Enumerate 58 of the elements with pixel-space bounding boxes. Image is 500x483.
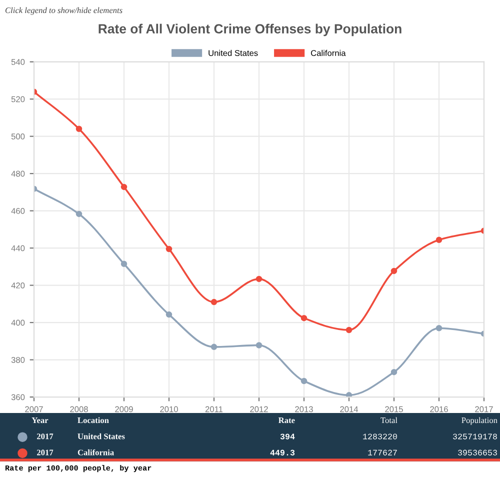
text: Click legend to show/hide elements [5,7,122,15]
y-tick-label: 480 [11,170,25,177]
point [256,276,262,282]
y-tick-label: 400 [11,320,25,326]
point [390,368,398,376]
point [346,326,352,334]
text: 39536653 [458,450,497,456]
x-tick-label: 2011 [205,406,223,412]
text: United States [78,433,125,440]
y-tick-label: 520 [11,96,25,102]
text: 325719178 [453,434,497,440]
point [300,378,308,384]
text: Population [462,417,498,425]
y-tick-label: 380 [11,356,25,363]
text: 2017 [37,450,54,456]
legend-label: California [311,50,346,56]
x-tick-label: 2009 [115,406,133,412]
chart-title: Rate of All Violent Crime Offenses by Population [98,24,402,36]
point [210,344,218,350]
point [436,236,442,243]
y-tick-label: 500 [11,134,25,140]
text: 177627 [368,450,397,456]
text: Year [32,418,48,424]
y-tick-label: 460 [11,208,25,214]
text: 1283220 [363,434,397,440]
text: Location [78,417,109,424]
text: Rate [278,418,295,424]
point [166,246,172,252]
point [120,184,128,190]
point [256,342,262,348]
x-tick-label: 2017 [475,406,493,412]
text: California [78,449,114,456]
text: 394 [280,434,295,440]
point [76,126,82,132]
text: 449.3 [270,450,295,456]
y-tick-label: 360 [11,394,25,400]
y-tick-label: 440 [11,245,25,252]
x-tick-label: 2014 [340,406,358,412]
text: Total [380,417,398,424]
point [166,311,172,318]
point [300,314,308,322]
y-tick-label: 420 [11,282,25,288]
point [120,260,128,267]
point [390,268,398,274]
point [436,325,442,332]
x-tick-label: 2013 [295,406,313,412]
text: 2017 [37,434,54,440]
x-tick-label: 2016 [430,406,448,412]
legend-label: United States [208,50,258,56]
y-tick-label: 540 [11,59,25,65]
x-tick-label: 2015 [385,406,403,412]
x-tick-label: 2012 [250,406,268,412]
point [76,210,82,218]
point [346,392,352,398]
x-tick-label: 2008 [70,406,88,412]
x-tick-label: 2010 [160,406,178,412]
x-tick-label: 2007 [25,406,43,412]
point [210,298,218,306]
